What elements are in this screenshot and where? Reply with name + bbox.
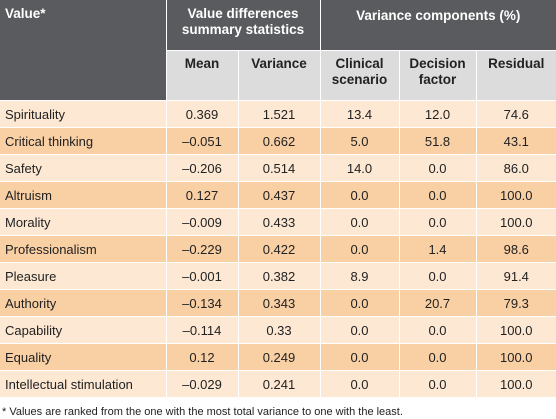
- residual-cell: 86.0: [476, 155, 556, 182]
- clinical-scenario-cell: 8.9: [320, 263, 399, 290]
- decision-factor-cell: 1.4: [399, 236, 476, 263]
- residual-cell: 43.1: [476, 128, 556, 155]
- residual-cell: 74.6: [476, 101, 556, 128]
- variance-cell: 0.241: [238, 371, 320, 398]
- mean-header: Mean: [166, 51, 238, 101]
- decision-factor-cell: 0.0: [399, 209, 476, 236]
- value-cell: Equality: [0, 344, 166, 371]
- variance-cell: 0.437: [238, 182, 320, 209]
- table-footnote: * Values are ranked from the one with th…: [0, 405, 556, 419]
- variance-components-label: Variance components (%): [321, 6, 556, 24]
- decision-factor-cell: 51.8: [399, 128, 476, 155]
- clinical-scenario-cell: 0.0: [320, 290, 399, 317]
- variance-cell: 0.422: [238, 236, 320, 263]
- corner-header: Value*: [0, 0, 166, 101]
- clinical-scenario-header: Clinical scenario: [320, 51, 399, 101]
- decision-factor-cell: 0.0: [399, 371, 476, 398]
- value-cell: Capability: [0, 317, 166, 344]
- clinical-scenario-cell: 0.0: [320, 236, 399, 263]
- residual-cell: 100.0: [476, 209, 556, 236]
- clinical-scenario-cell: 5.0: [320, 128, 399, 155]
- mean-cell: –0.051: [166, 128, 238, 155]
- value-cell: Intellectual stimulation: [0, 371, 166, 398]
- value-cell: Safety: [0, 155, 166, 182]
- variance-components-header: Variance components (%): [320, 0, 556, 51]
- residual-cell: 100.0: [476, 317, 556, 344]
- decision-factor-cell: 0.0: [399, 317, 476, 344]
- residual-cell: 100.0: [476, 371, 556, 398]
- clinical-scenario-cell: 0.0: [320, 371, 399, 398]
- mean-cell: –0.134: [166, 290, 238, 317]
- mean-cell: –0.029: [166, 371, 238, 398]
- mean-cell: –0.009: [166, 209, 238, 236]
- value-cell: Morality: [0, 209, 166, 236]
- clinical-scenario-cell: 0.0: [320, 182, 399, 209]
- value-cell: Spirituality: [0, 101, 166, 128]
- value-cell: Pleasure: [0, 263, 166, 290]
- mean-cell: –0.114: [166, 317, 238, 344]
- decision-factor-cell: 12.0: [399, 101, 476, 128]
- value-cell: Altruism: [0, 182, 166, 209]
- decision-factor-cell: 20.7: [399, 290, 476, 317]
- value-variance-table: Value* Value differences summary statist…: [0, 0, 556, 397]
- clinical-scenario-cell: 13.4: [320, 101, 399, 128]
- residual-cell: 98.6: [476, 236, 556, 263]
- clinical-scenario-cell: 0.0: [320, 317, 399, 344]
- residual-header: Residual: [476, 51, 556, 101]
- clinical-scenario-cell: 14.0: [320, 155, 399, 182]
- variance-cell: 0.514: [238, 155, 320, 182]
- variance-cell: 1.521: [238, 101, 320, 128]
- summary-statistics-header: Value differences summary statistics: [166, 0, 320, 51]
- variance-cell: 0.382: [238, 263, 320, 290]
- mean-cell: 0.12: [166, 344, 238, 371]
- mean-cell: –0.229: [166, 236, 238, 263]
- decision-factor-cell: 0.0: [399, 263, 476, 290]
- variance-cell: 0.33: [238, 317, 320, 344]
- clinical-scenario-cell: 0.0: [320, 344, 399, 371]
- header-row-top: Value* Value differences summary statist…: [0, 0, 556, 51]
- mean-cell: –0.206: [166, 155, 238, 182]
- decision-factor-cell: 0.0: [399, 344, 476, 371]
- mean-cell: 0.369: [166, 101, 238, 128]
- decision-factor-header: Decision factor: [399, 51, 476, 101]
- decision-factor-cell: 0.0: [399, 155, 476, 182]
- residual-cell: 100.0: [476, 344, 556, 371]
- value-cell: Critical thinking: [0, 128, 166, 155]
- variance-cell: 0.343: [238, 290, 320, 317]
- decision-factor-cell: 0.0: [399, 182, 476, 209]
- variance-cell: 0.433: [238, 209, 320, 236]
- residual-cell: 79.3: [476, 290, 556, 317]
- value-cell: Professionalism: [0, 236, 166, 263]
- variance-cell: 0.662: [238, 128, 320, 155]
- variance-header: Variance: [238, 51, 320, 101]
- residual-cell: 91.4: [476, 263, 556, 290]
- value-cell: Authority: [0, 290, 166, 317]
- mean-cell: –0.001: [166, 263, 238, 290]
- variance-cell: 0.249: [238, 344, 320, 371]
- clinical-scenario-cell: 0.0: [320, 209, 399, 236]
- mean-cell: 0.127: [166, 182, 238, 209]
- residual-cell: 100.0: [476, 182, 556, 209]
